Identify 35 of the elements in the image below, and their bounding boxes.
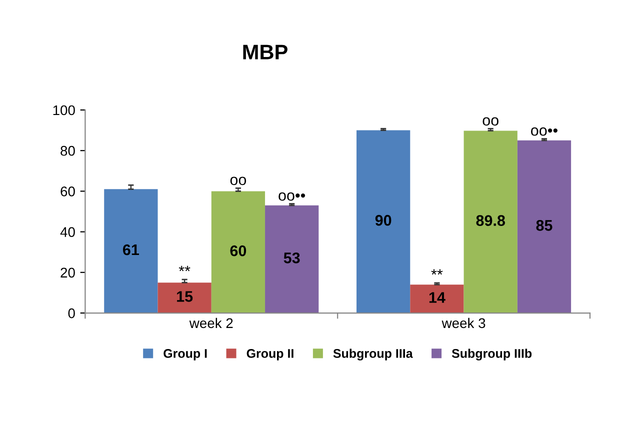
annotation: oo•• [531,127,558,136]
annotation: ** [178,266,190,272]
y-tick-label: 60 [60,186,75,196]
data-label: 89.8 [476,215,506,226]
data-label: 53 [284,252,300,264]
bar [356,130,410,314]
data-label: 61 [122,244,140,256]
legend-label: Group I [164,349,207,360]
bar [410,284,464,314]
chart-title: MBP [243,44,288,60]
legend-label: Group II [246,349,294,360]
annotation: oo [230,176,246,186]
bar [104,189,158,314]
data-label: 15 [177,291,193,302]
annotation: ** [431,269,443,275]
legend-label: Subgroup IIIb [452,348,532,360]
legend-label: Subgroup IIIa [333,348,413,360]
annotation: oo•• [278,192,306,201]
x-tick-label: week 2 [189,318,233,328]
data-label: 60 [230,245,246,256]
data-label: 85 [536,220,552,231]
data-label: 14 [429,292,446,303]
data-label: 90 [375,214,392,226]
bar [517,140,572,314]
y-tick-label: 80 [60,146,75,156]
y-tick-label: 100 [53,105,75,116]
annotation: oo [482,117,498,126]
bar [265,205,319,314]
y-tick-label: 40 [60,227,75,237]
bar [211,191,266,314]
bar [158,282,212,314]
bar [464,130,518,314]
y-tick-label: 0 [68,308,75,318]
x-tick-label: week 3 [442,318,486,328]
y-tick-label: 20 [60,268,75,278]
